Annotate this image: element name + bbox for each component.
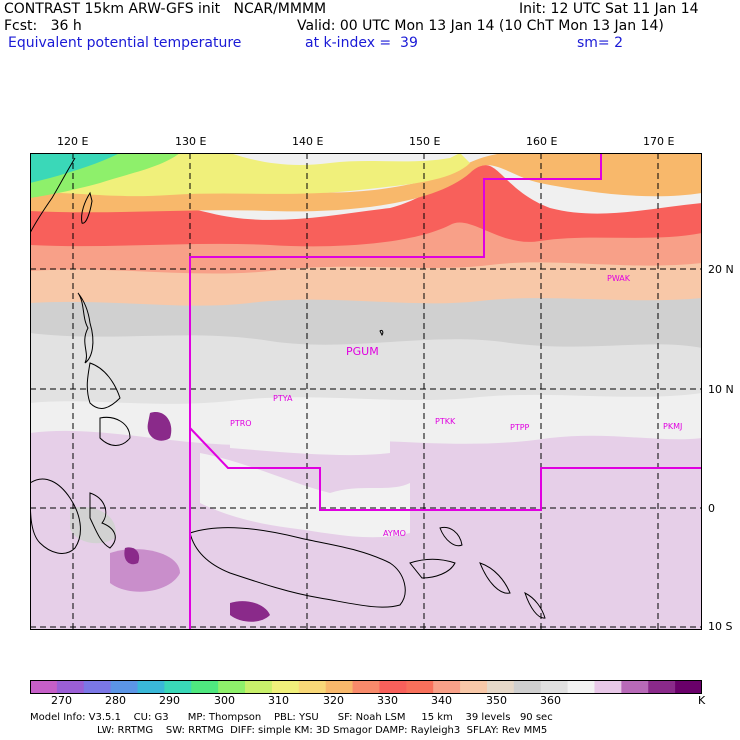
colorbar-label: 330 <box>377 694 398 707</box>
lat-label: 0 <box>708 502 715 515</box>
station-label: PTKK <box>435 417 456 426</box>
lat-label: 20 N <box>708 263 734 276</box>
lat-label: 10 S <box>708 620 733 633</box>
colorbar-swatch <box>675 680 702 694</box>
coastline-new-ireland <box>439 526 463 547</box>
header-forecast-hour: Fcst: 36 h <box>4 18 82 34</box>
colorbar-swatch <box>325 680 354 694</box>
colorbar-swatch <box>218 680 246 694</box>
coastline-philippines <box>86 362 121 409</box>
colorbar-swatch <box>486 680 515 694</box>
station-label: PTRO <box>230 419 252 428</box>
colorbar-swatch <box>56 680 85 694</box>
colorbar-swatch <box>83 680 112 694</box>
station-label: PTPP <box>510 423 530 432</box>
field-patch-purple <box>230 601 270 622</box>
coastline-guam <box>379 329 384 336</box>
colorbar-unit: K <box>698 694 706 707</box>
colorbar-swatch <box>191 680 219 694</box>
field-smoothing: sm= 2 <box>577 35 624 51</box>
coastline-china <box>30 157 76 234</box>
field-patch-purple <box>124 547 140 565</box>
colorbar-swatch <box>352 680 380 694</box>
header-valid-time: Valid: 00 UTC Mon 13 Jan 14 (10 ChT Mon … <box>297 18 664 34</box>
station-label: PWAK <box>607 274 631 283</box>
model-info-line2: LW: RRTMG SW: RRTMG DIFF: simple KM: 3D … <box>97 725 548 736</box>
field-band-red <box>30 165 702 247</box>
colorbar-swatch <box>271 680 300 694</box>
field-level: at k-index = 39 <box>305 35 418 51</box>
lon-label: 140 E <box>292 135 324 148</box>
lon-label: 130 E <box>175 135 207 148</box>
colorbar-swatch <box>433 680 461 694</box>
colorbar-label: 320 <box>323 694 344 707</box>
coastline-luzon <box>77 292 94 364</box>
fir-boundary <box>189 153 602 630</box>
coastlines <box>30 157 546 619</box>
colorbar-swatch <box>513 680 542 694</box>
colorbar-border <box>30 680 702 694</box>
colorbar-swatch <box>110 680 139 694</box>
station-label: PTYA <box>273 394 293 403</box>
colorbar-label: 290 <box>159 694 180 707</box>
colorbar-swatch <box>406 680 434 694</box>
theta-e-map <box>30 153 702 630</box>
lon-label: 160 E <box>526 135 558 148</box>
colorbar-swatch <box>540 680 569 694</box>
coastline-solomons <box>524 592 546 619</box>
header-title: CONTRAST 15km ARW-GFS init NCAR/MMMM <box>4 1 327 17</box>
colorbar-swatch <box>621 680 649 694</box>
colorbar-label: 360 <box>540 694 561 707</box>
colorbar-swatch <box>30 680 58 694</box>
colorbar-swatch <box>379 680 407 694</box>
colorbar <box>30 680 702 694</box>
colorbar-swatch <box>460 680 488 694</box>
colorbar-label: 350 <box>486 694 507 707</box>
field-name: Equivalent potential temperature <box>8 35 242 51</box>
model-info-line1: Model Info: V3.5.1 CU: G3 MP: Thompson P… <box>30 712 553 723</box>
field-band-grey-light <box>30 333 702 404</box>
station-label: PGUM <box>346 345 379 358</box>
lon-label: 170 E <box>643 135 675 148</box>
lat-label: 10 N <box>708 383 734 396</box>
colorbar-label: 300 <box>214 694 235 707</box>
coastline-sulawesi <box>89 492 116 549</box>
colorbar-swatch <box>594 680 622 694</box>
field-band-white-patches <box>200 453 410 538</box>
station-label: AYMO <box>383 529 406 538</box>
colorbar-swatch <box>298 680 327 694</box>
lon-label: 150 E <box>409 135 441 148</box>
field-band-cyan <box>30 153 120 183</box>
field-patch-purple <box>147 412 172 441</box>
colorbar-label: 280 <box>105 694 126 707</box>
colorbar-label: 340 <box>431 694 452 707</box>
colorbar-swatch <box>245 680 273 694</box>
field-band-orange <box>30 153 702 213</box>
colorbar-swatch <box>648 680 676 694</box>
coastline-new-britain <box>409 558 456 579</box>
coastline-solomons <box>479 562 511 594</box>
coastline-mindanao <box>99 416 131 446</box>
colorbar-swatch <box>164 680 192 694</box>
colorbar-label: 270 <box>51 694 72 707</box>
colorbar-swatch <box>567 680 595 694</box>
lon-label: 120 E <box>57 135 89 148</box>
coastline-borneo <box>30 478 81 554</box>
coastline-taiwan <box>81 191 93 224</box>
header-init-time: Init: 12 UTC Sat 11 Jan 14 <box>519 1 699 17</box>
colorbar-label: 310 <box>268 694 289 707</box>
station-label: PKMJ <box>663 422 683 431</box>
colorbar-swatch <box>137 680 165 694</box>
coastline-new-guinea <box>189 527 406 608</box>
fir-boundary <box>189 427 702 511</box>
